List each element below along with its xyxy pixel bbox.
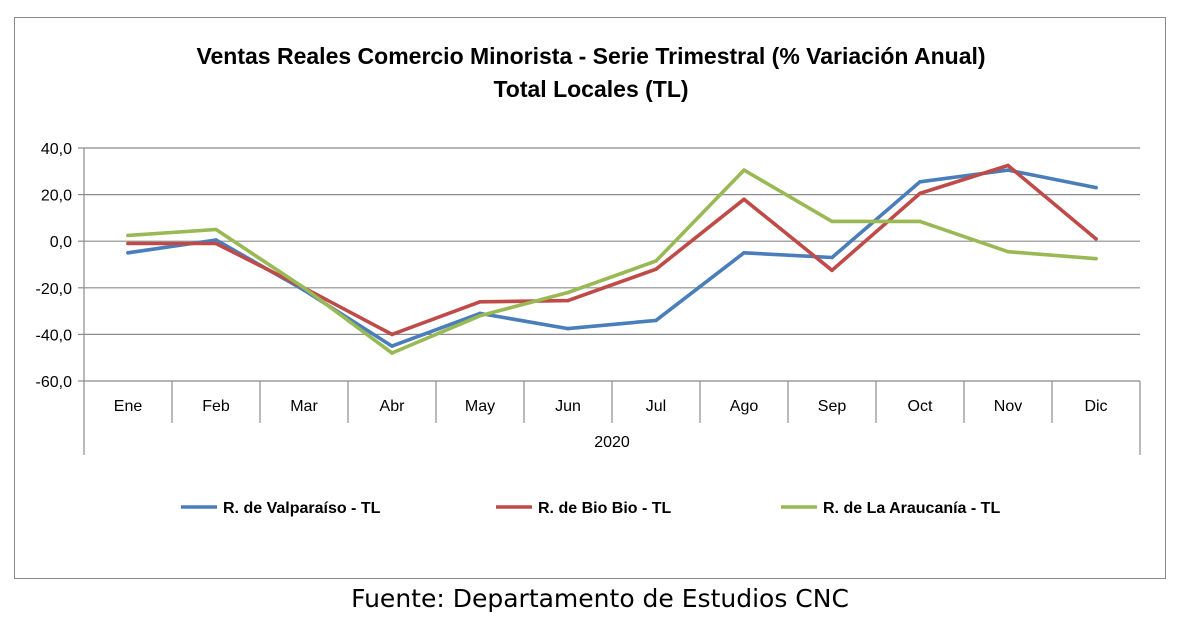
x-tick-label: Dic <box>1084 398 1107 415</box>
x-tick-label: Abr <box>380 398 406 415</box>
data-point <box>918 219 922 224</box>
data-point <box>126 233 130 238</box>
y-tick-label: -60,0 <box>36 374 73 391</box>
y-tick-label: 0,0 <box>50 234 72 251</box>
y-tick-label: -40,0 <box>36 327 73 344</box>
series-line-2 <box>126 163 1098 337</box>
data-point <box>1094 185 1098 190</box>
axis-layer: 40,0 20,0 0,0 -20,0 -40,0 -60,0 Ene Feb Mar Abr Ma… <box>36 141 1141 455</box>
data-point <box>566 326 570 331</box>
data-point <box>390 351 394 355</box>
x-tick-label: Ene <box>114 398 143 415</box>
data-point <box>214 241 218 246</box>
legend-label: R. de Bio Bio - TL <box>538 500 672 517</box>
data-point <box>126 251 130 255</box>
data-point <box>1006 168 1010 172</box>
data-point <box>742 197 746 202</box>
data-point <box>742 168 746 172</box>
source-note: Fuente: Departamento de Estudios CNC <box>351 584 849 613</box>
data-point <box>918 191 922 196</box>
data-point <box>654 318 658 323</box>
data-point <box>390 344 394 348</box>
y-tick-label: -20,0 <box>36 281 73 298</box>
x-axis-group-label: 2020 <box>594 434 630 451</box>
legend-label: R. de Valparaíso - TL <box>223 500 381 517</box>
data-point <box>742 251 746 255</box>
data-point <box>302 286 306 290</box>
x-tick-label: Sep <box>818 398 847 415</box>
data-point <box>1006 249 1010 254</box>
data-point <box>126 241 130 246</box>
data-point <box>654 259 658 263</box>
x-tick-label: Nov <box>994 398 1022 415</box>
data-point <box>478 299 482 304</box>
data-point <box>830 219 834 224</box>
chart-frame <box>14 17 1166 579</box>
x-tick-label: Ago <box>730 398 759 415</box>
x-tick-label: Mar <box>290 398 318 415</box>
data-point <box>566 290 570 295</box>
data-point <box>1006 163 1010 168</box>
x-tick-label: Jun <box>555 398 581 415</box>
data-point <box>654 267 658 271</box>
x-tick-label: May <box>465 398 495 415</box>
data-point <box>918 179 922 184</box>
grid-layer <box>84 147 1140 382</box>
x-tick-label: Oct <box>908 398 933 415</box>
legend-label: R. de La Araucanía - TL <box>823 500 1000 517</box>
y-tick-label: 40,0 <box>41 141 72 158</box>
data-point <box>830 255 834 260</box>
series-line-1 <box>126 168 1098 348</box>
legend: R. de Valparaíso - TL R. de Bio Bio - TL R… <box>181 500 1000 517</box>
data-point <box>830 268 834 273</box>
data-point <box>214 227 218 232</box>
data-point <box>390 332 394 337</box>
data-point <box>1094 237 1098 241</box>
data-point <box>1094 256 1098 261</box>
data-point <box>566 298 570 303</box>
data-point <box>214 238 218 242</box>
chart-subtitle: Total Locales (TL) <box>493 76 688 102</box>
x-tick-label: Feb <box>202 398 230 415</box>
series-layer <box>126 163 1098 355</box>
data-point <box>478 313 482 318</box>
y-tick-label: 20,0 <box>41 188 72 205</box>
x-tick-label: Jul <box>646 398 666 415</box>
series-line-3 <box>126 168 1098 355</box>
chart-title: Ventas Reales Comercio Minorista - Serie… <box>196 43 985 69</box>
